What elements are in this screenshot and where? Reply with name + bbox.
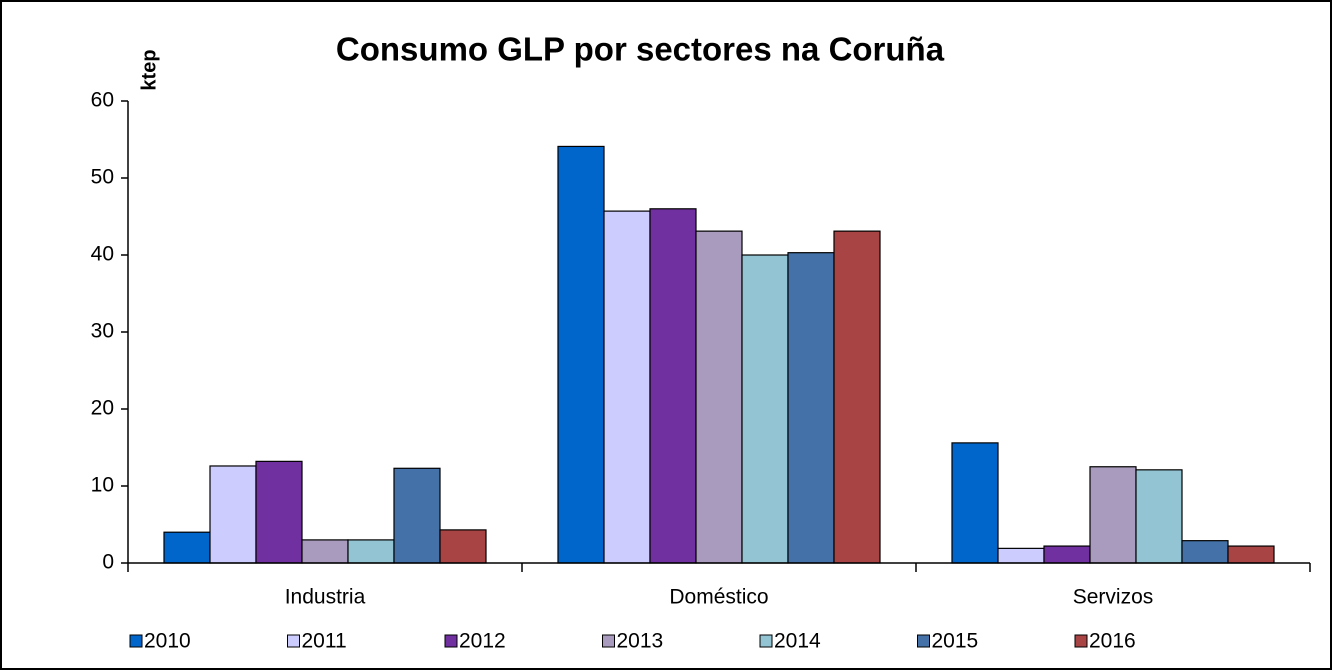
bar: [1181, 540, 1229, 564]
legend-label: 2013: [617, 630, 664, 653]
legend-swatch: [602, 634, 615, 648]
bar: [347, 539, 395, 564]
bar: [695, 230, 743, 564]
x-tick-label: Servizos: [1073, 586, 1154, 609]
legend-label: 2014: [774, 630, 821, 653]
legend-label: 2016: [1089, 630, 1136, 653]
y-tick-label: 20: [91, 397, 114, 420]
bar: [163, 531, 211, 564]
legend-label: 2011: [302, 630, 347, 653]
bar: [741, 254, 789, 564]
legend-swatch: [129, 634, 143, 648]
legend-label: 2015: [932, 630, 979, 653]
bar: [787, 252, 835, 564]
y-tick-label: 40: [91, 243, 114, 266]
bar: [1227, 545, 1275, 564]
bar: [255, 460, 303, 564]
legend-swatch: [1074, 634, 1088, 648]
bar: [439, 529, 487, 564]
y-tick-label: 60: [91, 89, 114, 112]
legend-swatch: [444, 634, 458, 648]
bar: [1135, 469, 1183, 564]
x-tick-label: Doméstico: [669, 586, 768, 609]
bar: [209, 465, 257, 564]
legend-swatch: [917, 634, 930, 648]
legend-swatch: [759, 634, 773, 648]
legend-label: 2012: [459, 630, 506, 653]
chart-title: Consumo GLP por sectores na Coruña: [336, 31, 945, 68]
bar: [1043, 545, 1091, 564]
legend-swatch: [287, 634, 300, 648]
bar: [649, 208, 697, 564]
bar: [603, 210, 651, 564]
y-tick-label: 50: [91, 166, 114, 189]
bar: [833, 230, 881, 564]
y-axis-label: ktep: [138, 49, 160, 90]
y-tick-label: 30: [91, 320, 114, 343]
x-tick-label: Industria: [285, 586, 366, 609]
bar: [301, 539, 349, 564]
bar: [1089, 466, 1137, 564]
bar: [951, 442, 999, 564]
y-tick-label: 10: [91, 474, 114, 497]
y-tick-label: 0: [102, 551, 114, 574]
bar: [557, 145, 605, 564]
bar: [393, 467, 441, 564]
legend-label: 2010: [144, 630, 191, 653]
bar: [997, 547, 1045, 564]
